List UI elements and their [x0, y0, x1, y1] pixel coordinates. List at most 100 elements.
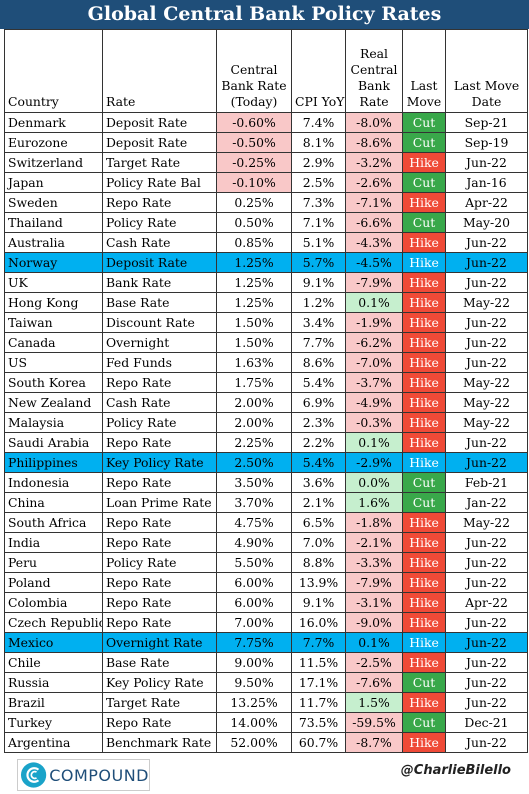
cpi-cell: 7.0%	[291, 532, 346, 553]
rate-type-cell: Deposit Rate	[102, 132, 217, 153]
cpi-cell: 13.9%	[291, 572, 346, 593]
cpi-cell: 5.4%	[291, 372, 346, 393]
cpi-cell: 7.7%	[291, 632, 346, 653]
central-bank-rate-cell: 3.50%	[216, 472, 292, 493]
cpi-cell: 3.6%	[291, 472, 346, 493]
real-rate-cell: 1.6%	[345, 492, 403, 513]
real-rate-cell: 1.5%	[345, 692, 403, 713]
table-row: Denmark Deposit Rate -0.60% 7.4% -8.0% Cut Sep…	[4, 112, 528, 133]
cpi-cell: 2.9%	[291, 152, 346, 173]
country-cell: Czech Republic	[4, 612, 103, 633]
country-cell: Brazil	[4, 692, 103, 713]
last-move-date-cell: Jun-22	[445, 672, 528, 693]
last-move-cell: Cut	[402, 212, 446, 233]
rate-type-cell: Deposit Rate	[102, 112, 217, 133]
cpi-cell: 7.7%	[291, 332, 346, 353]
table-row: Canada Overnight 1.50% 7.7% -6.2% Hike Jun-22	[4, 332, 528, 353]
last-move-date-cell: Sep-19	[445, 132, 528, 153]
table-row: Thailand Policy Rate 0.50% 7.1% -6.6% Cut May-…	[4, 212, 528, 233]
last-move-date-cell: Jun-22	[445, 232, 528, 253]
last-move-date-cell: Jun-22	[445, 732, 528, 753]
real-rate-cell: -8.6%	[345, 132, 403, 153]
table-row: Argentina Benchmark Rate 52.00% 60.7% -8.7% H…	[4, 732, 528, 753]
central-bank-rate-cell: 2.00%	[216, 412, 292, 433]
last-move-date-cell: Jun-22	[445, 572, 528, 593]
last-move-date-cell: Jun-22	[445, 312, 528, 333]
country-cell: South Africa	[4, 512, 103, 533]
cpi-cell: 2.1%	[291, 492, 346, 513]
last-move-cell: Hike	[402, 192, 446, 213]
last-move-cell: Hike	[402, 652, 446, 673]
table-row: Czech Republic Repo Rate 7.00% 16.0% -9.0% Hi…	[4, 612, 528, 633]
country-cell: Poland	[4, 572, 103, 593]
table-row: Taiwan Discount Rate 1.50% 3.4% -1.9% Hike Jun…	[4, 312, 528, 333]
table-row: Japan Policy Rate Bal -0.10% 2.5% -2.6% Cut Ja…	[4, 172, 528, 193]
last-move-cell: Hike	[402, 152, 446, 173]
cpi-cell: 7.1%	[291, 212, 346, 233]
last-move-date-cell: Sep-21	[445, 112, 528, 133]
table-row: Malaysia Policy Rate 2.00% 2.3% -0.3% Hike May…	[4, 412, 528, 433]
last-move-date-cell: Jun-22	[445, 692, 528, 713]
table-row: Australia Cash Rate 0.85% 5.1% -4.3% Hike Jun-…	[4, 232, 528, 253]
real-rate-cell: -7.0%	[345, 352, 403, 373]
table-row: Hong Kong Base Rate 1.25% 1.2% 0.1% Hike May-2…	[4, 292, 528, 313]
real-rate-cell: -4.3%	[345, 232, 403, 253]
country-cell: Russia	[4, 672, 103, 693]
central-bank-rate-cell: -0.50%	[216, 132, 292, 153]
header-rate: Rate	[102, 29, 217, 113]
rate-type-cell: Benchmark Rate	[102, 732, 217, 753]
last-move-date-cell: Jun-22	[445, 352, 528, 373]
last-move-cell: Hike	[402, 532, 446, 553]
last-move-cell: Hike	[402, 412, 446, 433]
header-last-move: Last Move	[402, 29, 446, 113]
rate-type-cell: Repo Rate	[102, 712, 217, 733]
real-rate-cell: -4.5%	[345, 252, 403, 273]
table-row: Sweden Repo Rate 0.25% 7.3% -7.1% Hike Apr-22	[4, 192, 528, 213]
last-move-date-cell: Jun-22	[445, 432, 528, 453]
real-rate-cell: 0.1%	[345, 292, 403, 313]
central-bank-rate-cell: -0.10%	[216, 172, 292, 193]
cpi-cell: 17.1%	[291, 672, 346, 693]
cpi-cell: 16.0%	[291, 612, 346, 633]
last-move-cell: Hike	[402, 312, 446, 333]
last-move-date-cell: Jan-16	[445, 172, 528, 193]
rate-type-cell: Repo Rate	[102, 432, 217, 453]
country-cell: Chile	[4, 652, 103, 673]
last-move-cell: Cut	[402, 172, 446, 193]
country-cell: Denmark	[4, 112, 103, 133]
country-cell: South Korea	[4, 372, 103, 393]
header-country: Country	[4, 29, 103, 113]
country-cell: Philippines	[4, 452, 103, 473]
last-move-date-cell: Jun-22	[445, 612, 528, 633]
rate-type-cell: Policy Rate	[102, 552, 217, 573]
table-row: Eurozone Deposit Rate -0.50% 8.1% -8.6% Cut Se…	[4, 132, 528, 153]
table-row: Switzerland Target Rate -0.25% 2.9% -3.2% Hik…	[4, 152, 528, 173]
central-bank-rate-cell: 1.50%	[216, 332, 292, 353]
rate-type-cell: Overnight Rate	[102, 632, 217, 653]
country-cell: Malaysia	[4, 412, 103, 433]
last-move-date-cell: May-22	[445, 512, 528, 533]
central-bank-rate-cell: 0.25%	[216, 192, 292, 213]
real-rate-cell: -9.0%	[345, 612, 403, 633]
header-cpi-yoy: CPI YoY	[291, 29, 346, 113]
cpi-cell: 5.1%	[291, 232, 346, 253]
table-row: South Africa Repo Rate 4.75% 6.5% -1.8% Hike M…	[4, 512, 528, 533]
table-row: India Repo Rate 4.90% 7.0% -2.1% Hike Jun-22	[4, 532, 528, 553]
rate-type-cell: Repo Rate	[102, 592, 217, 613]
real-rate-cell: -7.9%	[345, 572, 403, 593]
cpi-cell: 2.5%	[291, 172, 346, 193]
real-rate-cell: -8.0%	[345, 112, 403, 133]
rate-type-cell: Repo Rate	[102, 512, 217, 533]
last-move-date-cell: May-22	[445, 412, 528, 433]
central-bank-rate-cell: 1.25%	[216, 272, 292, 293]
country-cell: UK	[4, 272, 103, 293]
header-last-move-date: Last Move Date	[445, 29, 528, 113]
last-move-cell: Hike	[402, 332, 446, 353]
real-rate-cell: -3.7%	[345, 372, 403, 393]
last-move-cell: Hike	[402, 512, 446, 533]
table-row: Norway Deposit Rate 1.25% 5.7% -4.5% Hike Jun-…	[4, 252, 528, 273]
last-move-cell: Hike	[402, 232, 446, 253]
central-bank-rate-cell: 6.00%	[216, 572, 292, 593]
last-move-cell: Hike	[402, 612, 446, 633]
central-bank-rate-cell: 52.00%	[216, 732, 292, 753]
